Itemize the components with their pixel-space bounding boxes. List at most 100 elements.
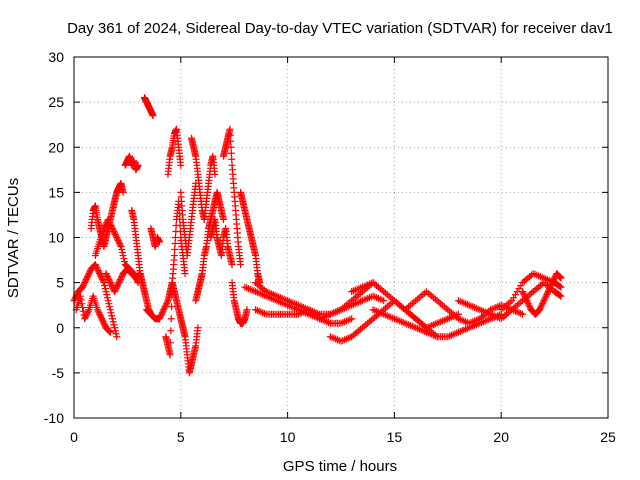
- data-point: [93, 306, 101, 314]
- data-point: [226, 131, 234, 139]
- data-point: [78, 300, 86, 308]
- data-point: [106, 306, 114, 314]
- data-point: [134, 161, 142, 169]
- data-point: [522, 295, 530, 303]
- data-point: [86, 268, 94, 276]
- data-point: [551, 274, 559, 282]
- data-point: [540, 297, 548, 305]
- data-point: [106, 328, 114, 336]
- data-series-track-c: [87, 179, 127, 251]
- data-point: [79, 282, 87, 290]
- y-tick-label: 0: [56, 320, 64, 336]
- data-point: [116, 277, 124, 285]
- data-point: [547, 282, 555, 290]
- data-point: [519, 288, 527, 296]
- data-point: [81, 313, 89, 321]
- data-point: [71, 294, 79, 302]
- data-series-track-n: [187, 134, 219, 223]
- data-point: [106, 279, 114, 287]
- data-point: [519, 310, 527, 318]
- data-point: [83, 310, 91, 318]
- data-point: [98, 276, 106, 284]
- data-point: [548, 279, 556, 287]
- data-point: [526, 303, 534, 311]
- data-point: [163, 300, 171, 308]
- data-point: [108, 312, 116, 320]
- data-point: [115, 279, 123, 287]
- data-point: [97, 313, 105, 321]
- axis-ticks: [73, 56, 609, 419]
- data-point: [521, 294, 529, 302]
- y-tick-label: -10: [44, 410, 64, 426]
- data-point: [106, 277, 114, 285]
- data-point: [227, 143, 235, 151]
- data-point: [541, 295, 549, 303]
- data-point: [524, 300, 532, 308]
- data-point: [155, 315, 163, 323]
- data-point: [523, 297, 531, 305]
- data-point: [111, 286, 119, 294]
- data-point: [114, 237, 122, 245]
- data-point: [111, 229, 119, 237]
- x-tick-label: 10: [280, 429, 296, 445]
- data-point: [80, 280, 88, 288]
- data-point: [114, 280, 122, 288]
- data-point: [163, 298, 171, 306]
- data-point: [556, 291, 564, 299]
- data-point: [108, 315, 116, 323]
- data-point: [543, 289, 551, 297]
- data-point: [82, 312, 90, 320]
- data-point: [521, 292, 529, 300]
- data-series-track-ac: [519, 270, 565, 318]
- data-point: [76, 292, 84, 300]
- data-point: [536, 306, 544, 314]
- data-series-track-i: [147, 224, 163, 251]
- data-point: [556, 273, 564, 281]
- data-point: [557, 274, 565, 282]
- data-point: [543, 291, 551, 299]
- data-point: [116, 241, 124, 249]
- data-point: [113, 235, 121, 243]
- data-point: [228, 155, 236, 163]
- data-point: [525, 301, 533, 309]
- data-point: [541, 294, 549, 302]
- data-point: [227, 149, 235, 157]
- data-series-track-l: [164, 125, 185, 178]
- data-point: [119, 252, 127, 260]
- data-point: [91, 261, 99, 269]
- data-point: [94, 307, 102, 315]
- data-point: [113, 282, 121, 290]
- data-point: [103, 273, 111, 281]
- data-point: [118, 246, 126, 254]
- data-point: [228, 261, 236, 269]
- data-point: [96, 271, 104, 279]
- data-point: [96, 270, 104, 278]
- data-series-track-x: [348, 279, 462, 332]
- data-point: [100, 224, 108, 232]
- data-point: [106, 218, 114, 226]
- data-point: [166, 339, 174, 347]
- data-point: [538, 300, 546, 308]
- data-point: [96, 310, 104, 318]
- data-point: [111, 327, 119, 335]
- data-point: [112, 285, 120, 293]
- data-point: [117, 274, 125, 282]
- data-point: [536, 304, 544, 312]
- data-point: [546, 283, 554, 291]
- data-point: [92, 262, 100, 270]
- grid-lines: [74, 57, 608, 418]
- data-point: [167, 315, 175, 323]
- y-tick-label: 10: [48, 230, 64, 246]
- data-point: [103, 291, 111, 299]
- data-point: [83, 274, 91, 282]
- data-point: [98, 315, 106, 323]
- data-point: [106, 328, 114, 336]
- x-tick-label: 0: [70, 429, 78, 445]
- data-point: [557, 292, 565, 300]
- data-point: [93, 265, 101, 273]
- data-point: [81, 279, 89, 287]
- data-point: [107, 309, 115, 317]
- y-axis-label: SDTVAR / TECUs: [5, 178, 22, 298]
